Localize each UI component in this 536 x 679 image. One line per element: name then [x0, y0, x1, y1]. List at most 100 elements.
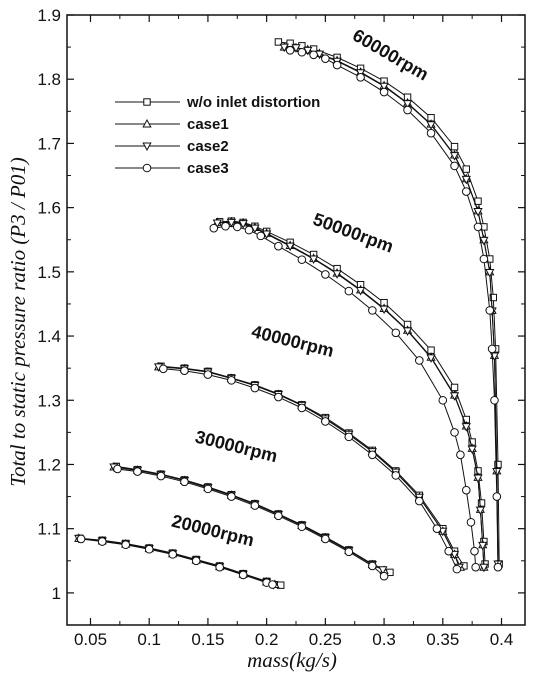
- data-point: [238, 220, 248, 229]
- data-point: [250, 501, 260, 510]
- y-tick-label: 1.1: [37, 520, 61, 539]
- x-tick-label: 0.25: [309, 630, 342, 649]
- speed-label: 20000rpm: [170, 511, 256, 551]
- speed-line-60000rpm: [274, 38, 503, 572]
- data-point: [244, 225, 254, 235]
- series-line-case3: [213, 225, 477, 568]
- data-point: [473, 222, 483, 232]
- series-line-w/o inlet distortion: [116, 465, 391, 573]
- data-point: [215, 562, 224, 572]
- data-point: [456, 450, 465, 460]
- data-point: [462, 165, 470, 173]
- data-point: [209, 223, 219, 233]
- data-point: [297, 47, 307, 57]
- data-point: [285, 242, 295, 252]
- speed-label: 40000rpm: [250, 321, 336, 361]
- data-point: [227, 492, 236, 501]
- data-point: [113, 464, 122, 474]
- speed-label: 30000rpm: [193, 427, 279, 467]
- data-point: [426, 121, 436, 130]
- series-line-w/o inlet distortion: [219, 220, 486, 565]
- data-point: [321, 534, 330, 544]
- x-tick-label: 0.4: [490, 630, 514, 649]
- data-point: [378, 566, 388, 575]
- data-point: [332, 60, 342, 70]
- data-point: [203, 484, 213, 494]
- y-tick-label: 1.9: [37, 6, 61, 25]
- data-point: [308, 255, 319, 265]
- data-point: [461, 187, 471, 196]
- data-point: [473, 474, 483, 484]
- series-line-case1: [113, 466, 385, 571]
- data-point: [402, 100, 413, 109]
- series-layer: [74, 38, 503, 590]
- data-point: [168, 550, 177, 559]
- legend-marker: [142, 142, 152, 152]
- legend-item: case2: [115, 138, 229, 155]
- y-tick-label: 1.6: [37, 199, 61, 218]
- data-point: [471, 562, 480, 572]
- data-point: [432, 524, 442, 533]
- legend-label: case2: [187, 138, 229, 155]
- data-point: [450, 142, 459, 151]
- data-point: [368, 306, 377, 315]
- data-point: [475, 506, 486, 516]
- data-point: [485, 268, 495, 278]
- x-tick-label: 0.15: [191, 630, 224, 649]
- data-point: [180, 477, 189, 487]
- y-tick-label: 1.2: [37, 455, 61, 474]
- y-tick-label: 1.8: [37, 70, 61, 89]
- data-point: [452, 564, 462, 574]
- y-tick-label: 1.5: [37, 263, 61, 282]
- data-point: [321, 417, 330, 426]
- legend-item: case1: [115, 116, 229, 133]
- data-point: [297, 255, 307, 264]
- x-axis: 0.05 0.1 0.15 0.2 0.25 0.3 0.35 0.4: [74, 15, 513, 649]
- data-point: [467, 445, 477, 455]
- data-point: [180, 366, 189, 376]
- data-point: [449, 392, 460, 401]
- data-point: [291, 44, 301, 53]
- data-point: [144, 544, 154, 554]
- series-line-case3: [81, 538, 273, 585]
- data-point: [355, 286, 366, 296]
- data-point: [250, 383, 260, 393]
- data-point: [450, 383, 459, 392]
- legend-label: case1: [187, 116, 229, 133]
- data-point: [477, 499, 486, 507]
- data-point: [158, 364, 168, 374]
- data-point: [321, 54, 330, 63]
- y-axis-title: Total to static pressure ratio (P3 / P01…: [6, 157, 30, 487]
- data-point: [232, 222, 242, 232]
- data-point: [212, 219, 222, 229]
- data-point: [479, 236, 489, 246]
- data-point: [489, 293, 497, 302]
- data-point: [356, 72, 365, 82]
- data-point: [379, 571, 389, 581]
- data-point: [156, 471, 166, 481]
- speed-line-30000rpm: [109, 461, 394, 581]
- data-point: [368, 450, 377, 460]
- y-tick-label: 1.4: [37, 327, 61, 346]
- data-point: [461, 175, 471, 185]
- data-point: [444, 546, 453, 556]
- legend-label: w/o inlet distortion: [186, 94, 320, 111]
- data-point: [274, 241, 283, 251]
- x-tick-label: 0.2: [255, 630, 279, 649]
- data-point: [450, 161, 459, 171]
- data-point: [379, 305, 389, 315]
- x-tick-label: 0.35: [426, 630, 459, 649]
- series-line-w/o inlet distortion: [278, 41, 500, 565]
- speed-label: 50000rpm: [310, 209, 396, 257]
- data-point: [368, 561, 377, 571]
- speed-line-50000rpm: [209, 216, 489, 573]
- y-tick-label: 1.7: [37, 134, 61, 153]
- data-point: [492, 492, 502, 501]
- data-point: [478, 541, 488, 551]
- x-tick-label: 0.05: [74, 630, 107, 649]
- data-point: [344, 547, 354, 557]
- data-point: [226, 218, 237, 228]
- data-point: [344, 286, 354, 296]
- series-line-case2: [78, 537, 274, 585]
